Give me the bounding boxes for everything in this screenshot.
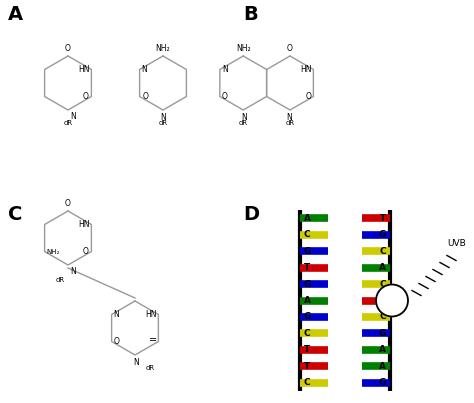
Text: T: T bbox=[380, 296, 386, 305]
Text: O: O bbox=[114, 337, 119, 346]
Text: dR: dR bbox=[239, 120, 248, 126]
Text: N: N bbox=[160, 113, 166, 122]
Text: T: T bbox=[380, 214, 386, 223]
Text: dR: dR bbox=[285, 120, 294, 126]
Text: G: G bbox=[304, 312, 311, 322]
Text: T: T bbox=[304, 362, 310, 371]
Text: HN: HN bbox=[78, 220, 90, 229]
Text: O: O bbox=[306, 92, 311, 101]
Text: HN: HN bbox=[145, 310, 156, 319]
Text: O: O bbox=[65, 199, 71, 208]
Text: N: N bbox=[241, 113, 247, 122]
Text: C: C bbox=[379, 247, 386, 256]
Text: G: G bbox=[379, 230, 386, 239]
Text: NH₂: NH₂ bbox=[236, 44, 251, 53]
Text: A: A bbox=[379, 362, 386, 371]
Text: C: C bbox=[379, 280, 386, 289]
Text: dR: dR bbox=[64, 120, 73, 126]
Text: C: C bbox=[304, 230, 310, 239]
Text: A: A bbox=[379, 345, 386, 354]
Text: HN: HN bbox=[300, 65, 311, 74]
Text: A: A bbox=[304, 214, 311, 223]
Text: =: = bbox=[149, 336, 157, 345]
Text: C: C bbox=[304, 378, 310, 387]
Text: N: N bbox=[286, 113, 292, 122]
Text: G: G bbox=[304, 247, 311, 256]
Text: O: O bbox=[222, 92, 228, 101]
Text: O: O bbox=[287, 44, 293, 53]
Text: G: G bbox=[379, 329, 386, 338]
Text: D: D bbox=[243, 205, 259, 224]
Text: A: A bbox=[379, 263, 386, 272]
Text: NH₂: NH₂ bbox=[155, 44, 170, 53]
Text: N: N bbox=[70, 267, 76, 276]
Text: dR: dR bbox=[55, 277, 64, 283]
Circle shape bbox=[376, 285, 408, 316]
Text: HN: HN bbox=[78, 65, 90, 74]
Text: dR: dR bbox=[158, 120, 168, 126]
Text: O: O bbox=[82, 247, 88, 256]
Text: C: C bbox=[8, 205, 22, 224]
Text: O: O bbox=[82, 92, 88, 101]
Text: B: B bbox=[243, 5, 258, 24]
Text: C: C bbox=[304, 329, 310, 338]
Text: dR: dR bbox=[146, 365, 155, 371]
Text: A: A bbox=[8, 5, 23, 24]
Text: O: O bbox=[65, 44, 71, 53]
Text: T: T bbox=[304, 263, 310, 272]
Text: N: N bbox=[70, 112, 76, 121]
Text: G: G bbox=[304, 280, 311, 289]
Text: N: N bbox=[222, 65, 228, 74]
Text: G: G bbox=[379, 378, 386, 387]
Text: N: N bbox=[114, 310, 119, 319]
Text: O: O bbox=[143, 92, 148, 101]
Text: A: A bbox=[304, 296, 311, 305]
Text: UVB: UVB bbox=[447, 239, 466, 249]
Text: T: T bbox=[304, 345, 310, 354]
Text: N: N bbox=[142, 65, 147, 74]
Text: N: N bbox=[133, 358, 139, 367]
Text: C: C bbox=[379, 312, 386, 322]
Text: NH₂: NH₂ bbox=[46, 249, 60, 255]
